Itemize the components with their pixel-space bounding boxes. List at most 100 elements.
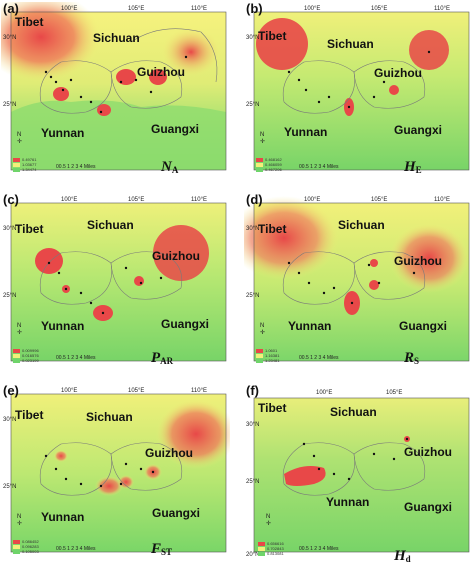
panel-e: 100°E 105°E 110°E 30°N 25°N (e) Tibet Si… <box>1 384 230 564</box>
lat-label: 25°N <box>3 293 17 299</box>
region-sichuan: Sichuan <box>330 405 377 419</box>
lon-label: 100°E <box>304 6 321 12</box>
map-a <box>1 2 227 171</box>
region-sichuan: Sichuan <box>338 218 385 232</box>
hotspot <box>284 466 326 486</box>
region-yunnan: Yunnan <box>284 125 328 139</box>
region-guizhou: Guizhou <box>404 445 452 459</box>
lon-label: 100°E <box>316 390 333 396</box>
legend: 0.656616 0.702843 0.813081 <box>258 541 284 556</box>
lon-label: 105°E <box>128 388 145 394</box>
panel-a: 100°E 105°E 110°E 30°N 25°N (a) Tibet Si… <box>1 2 230 182</box>
region-guangxi: Guangxi <box>399 319 448 333</box>
lat-label: 30°N <box>3 35 17 41</box>
scale-bar: 00.5 1 2 3 4 Miles <box>299 355 339 361</box>
scale-bar: 00.5 1 2 3 4 Miles <box>299 546 339 552</box>
panel-label: (f) <box>246 384 259 398</box>
hotspot <box>244 196 339 280</box>
region-tibet: Tibet <box>258 222 287 236</box>
scale-bar: 00.5 1 2 3 4 Miles <box>56 546 96 552</box>
legend: 0.468162 0.466059 0.467206 <box>256 157 282 172</box>
region-yunnan: Yunnan <box>326 495 370 509</box>
lon-label: 100°E <box>61 6 78 12</box>
scale-bar: 00.5 1 2 3 4 Miles <box>56 164 96 170</box>
hotspot <box>1 2 101 82</box>
hotspot <box>153 225 209 281</box>
metric-label: NA <box>161 159 179 175</box>
region-tibet: Tibet <box>15 408 44 422</box>
panel-d: 100°E 105°E 110°E 30°N 25°N (d) Tibet Si… <box>244 193 473 373</box>
region-yunnan: Yunnan <box>41 126 85 140</box>
region-guangxi: Guangxi <box>161 317 210 331</box>
lon-label: 105°E <box>128 197 145 203</box>
lon-label: 100°E <box>61 197 78 203</box>
map-d <box>244 196 470 362</box>
lat-label: 25°N <box>246 479 260 485</box>
region-tibet: Tibet <box>258 401 287 415</box>
lon-label: 110°E <box>434 6 450 12</box>
region-guizhou: Guizhou <box>152 249 200 263</box>
north-arrow-icon: N ✛ <box>260 132 266 145</box>
lon-label: 110°E <box>191 6 207 12</box>
region-guizhou: Guizhou <box>145 446 193 460</box>
panel-label: (d) <box>246 193 263 207</box>
lon-label: 100°E <box>61 388 78 394</box>
north-arrow-icon: N ✛ <box>17 132 23 145</box>
region-tibet: Tibet <box>258 29 287 43</box>
lon-label: 110°E <box>191 197 207 203</box>
map-c <box>10 202 227 362</box>
region-guizhou: Guizhou <box>374 66 422 80</box>
legend: 0.49761 1.03677 1.34474 <box>13 157 36 172</box>
metric-label: HE <box>404 159 422 175</box>
north-arrow-icon: N ✛ <box>260 323 266 336</box>
panel-f: 100°E 105°E 30°N 25°N 20°N (f) Tibet Sic… <box>244 384 473 564</box>
region-tibet: Tibet <box>15 15 44 29</box>
panel-label: (e) <box>3 384 19 398</box>
lon-label: 110°E <box>434 197 450 203</box>
legend: 1.0601 1.16381 1.23481 <box>256 348 279 363</box>
region-yunnan: Yunnan <box>41 510 85 524</box>
metric-label: FST <box>151 541 173 557</box>
lat-label: 25°N <box>246 102 260 108</box>
region-guizhou: Guizhou <box>137 65 185 79</box>
region-guizhou: Guizhou <box>394 254 442 268</box>
metric-label: Hd <box>394 548 411 564</box>
lat-label: 25°N <box>246 293 260 299</box>
region-sichuan: Sichuan <box>87 218 134 232</box>
region-sichuan: Sichuan <box>86 410 133 424</box>
metric-label: PAR <box>151 350 174 366</box>
lat-label: 30°N <box>246 422 260 428</box>
region-guangxi: Guangxi <box>151 122 200 136</box>
lat-label: 30°N <box>246 35 260 41</box>
north-arrow-icon: N ✛ <box>17 323 23 336</box>
lat-label: 30°N <box>3 226 17 232</box>
panel-label: (a) <box>3 2 19 16</box>
region-tibet: Tibet <box>15 222 44 236</box>
lon-label: 105°E <box>128 6 145 12</box>
region-guangxi: Guangxi <box>152 506 201 520</box>
legend: 0.086452 0.096283 0.105003 <box>13 539 39 554</box>
hotspot <box>256 18 308 70</box>
region-yunnan: Yunnan <box>41 319 85 333</box>
lat-label: 30°N <box>3 417 17 423</box>
region-guangxi: Guangxi <box>404 500 453 514</box>
lon-label: 105°E <box>371 197 388 203</box>
scale-bar: 00.5 1 2 3 4 Miles <box>56 355 96 361</box>
region-guangxi: Guangxi <box>394 123 443 137</box>
north-arrow-icon: N ✛ <box>17 514 23 527</box>
panel-c: 100°E 105°E 110°E 30°N 25°N (c) Tibet Si… <box>1 193 230 373</box>
panel-b: 100°E 105°E 110°E 30°N 25°N (b) Tibet Si… <box>244 2 473 182</box>
panel-label: (b) <box>246 2 263 16</box>
region-yunnan: Yunnan <box>288 319 332 333</box>
region-sichuan: Sichuan <box>93 31 140 45</box>
scale-bar: 00.5 1 2 3 4 Miles <box>299 164 339 170</box>
lat-label: 30°N <box>246 226 260 232</box>
metric-label: RS <box>404 350 420 366</box>
lat-label: 25°N <box>3 102 17 108</box>
panel-label: (c) <box>3 193 19 207</box>
map-e <box>10 393 230 553</box>
hotspot <box>156 399 230 469</box>
map-b <box>253 11 470 171</box>
region-sichuan: Sichuan <box>327 37 374 51</box>
lon-label: 110°E <box>191 388 207 394</box>
